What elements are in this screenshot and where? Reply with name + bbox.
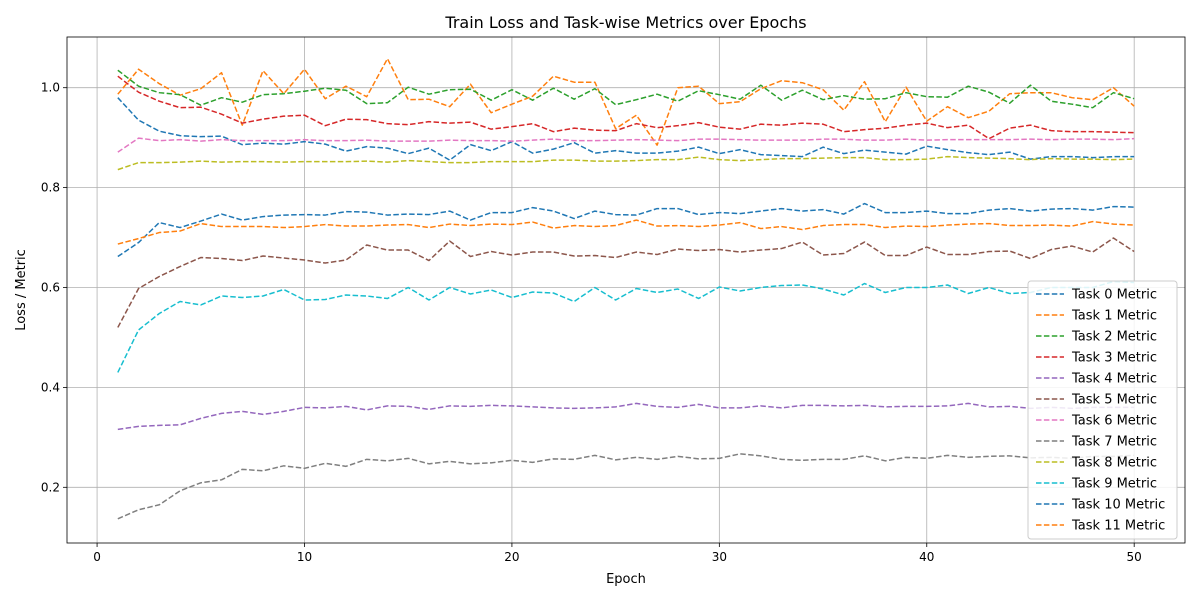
x-tick-label: 10 xyxy=(297,550,312,564)
x-tick-label: 20 xyxy=(504,550,519,564)
series-line-task-7 xyxy=(117,453,1135,520)
y-tick-label: 1.0 xyxy=(41,81,60,95)
x-axis-label: Epoch xyxy=(606,572,646,587)
series-line-task-10 xyxy=(117,202,1135,258)
x-tick-label: 0 xyxy=(93,550,101,564)
legend-label: Task 4 Metric xyxy=(1071,372,1157,387)
plot-frame xyxy=(66,36,1186,544)
series-line-task-9 xyxy=(117,280,1135,373)
legend-label: Task 0 Metric xyxy=(1071,288,1157,303)
legend-label: Task 6 Metric xyxy=(1071,414,1157,429)
y-axis-label: Loss / Metric xyxy=(14,249,29,331)
legend-label: Task 3 Metric xyxy=(1071,351,1157,366)
y-tick-label: 0.6 xyxy=(41,281,60,295)
legend-label: Task 1 Metric xyxy=(1071,309,1157,324)
series-line-task-5 xyxy=(117,237,1135,328)
y-tick-label: 0.8 xyxy=(41,181,60,195)
legend: Task 0 Metric Task 1 Metric Task 2 Metric T… xyxy=(1027,280,1178,540)
legend-label: Task 5 Metric xyxy=(1071,393,1157,408)
legend-label: Task 11 Metric xyxy=(1071,519,1165,534)
series-line-task-2 xyxy=(117,69,1135,109)
series-line-task-8 xyxy=(117,155,1135,171)
legend-label: Task 2 Metric xyxy=(1071,330,1157,345)
axis-ticks: 0 10 20 30 40 50 0.2 0.4 0.6 0.8 1.0 xyxy=(41,81,1142,564)
series-line-task-11 xyxy=(117,219,1135,245)
y-tick-label: 0.4 xyxy=(41,380,60,394)
series-line-task-6 xyxy=(117,137,1135,153)
legend-label: Task 7 Metric xyxy=(1071,435,1157,450)
series-line-task-1 xyxy=(117,57,1135,146)
legend-label: Task 8 Metric xyxy=(1071,456,1157,471)
series-line-task-3 xyxy=(117,75,1135,140)
x-tick-label: 30 xyxy=(712,550,727,564)
legend-label: Task 10 Metric xyxy=(1071,498,1165,513)
series-lines xyxy=(117,57,1135,520)
legend-label: Task 9 Metric xyxy=(1071,477,1157,492)
legend-box xyxy=(1027,280,1178,540)
x-tick-label: 40 xyxy=(919,550,934,564)
y-tick-label: 0.2 xyxy=(41,480,60,494)
x-tick-label: 50 xyxy=(1127,550,1142,564)
series-line-task-0 xyxy=(117,97,1135,161)
chart-title: Train Loss and Task-wise Metrics over Ep… xyxy=(444,13,806,32)
